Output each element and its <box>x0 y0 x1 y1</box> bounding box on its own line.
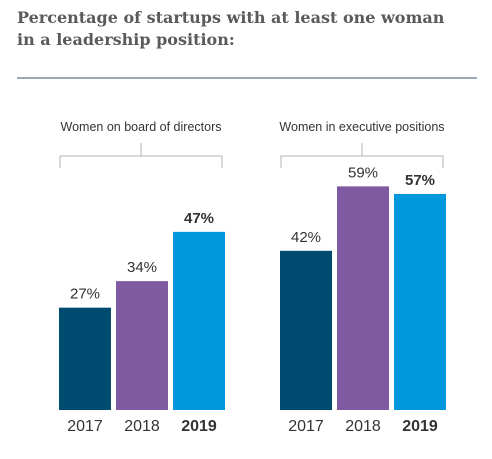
group-label-executive: Women in executive positions <box>279 120 444 134</box>
group-label-board: Women on board of directors <box>61 120 222 134</box>
bar-executive-2019 <box>394 193 446 410</box>
chart-title: Percentage of startups with at least one… <box>17 7 457 51</box>
bar-board-2019 <box>173 231 225 410</box>
value-label-board-2017: 27% <box>70 286 100 303</box>
bar-board-2018 <box>116 281 168 410</box>
value-label-executive-2017: 42% <box>291 229 321 246</box>
bar-board-2017 <box>59 307 111 410</box>
value-label-board-2018: 34% <box>127 259 157 276</box>
value-label-executive-2019: 57% <box>405 172 435 189</box>
x-tick-board-2017: 2017 <box>67 418 103 435</box>
bar-executive-2017 <box>280 250 332 410</box>
x-tick-executive-2018: 2018 <box>345 418 381 435</box>
value-label-board-2019: 47% <box>184 210 214 227</box>
value-label-executive-2018: 59% <box>348 164 378 181</box>
bar-executive-2018 <box>337 186 389 410</box>
title-divider <box>17 77 477 79</box>
x-tick-board-2018: 2018 <box>124 418 160 435</box>
chart-title-line-2: in a leadership position: <box>17 30 235 49</box>
x-tick-executive-2017: 2017 <box>288 418 324 435</box>
x-tick-board-2019: 2019 <box>181 418 217 435</box>
chart-title-line-1: Percentage of startups with at least one… <box>17 8 445 27</box>
group-bracket-board <box>59 155 223 168</box>
x-tick-executive-2019: 2019 <box>402 418 438 435</box>
